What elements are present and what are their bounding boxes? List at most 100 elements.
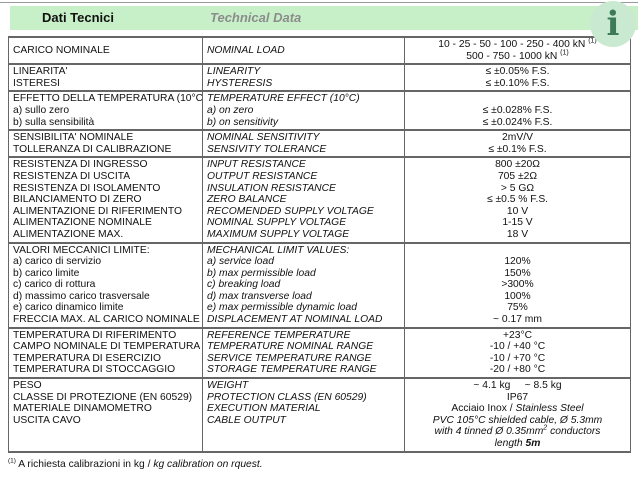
value-line: ~ 0.17 mm <box>493 314 542 326</box>
label-italian-line: a) carico di servizio <box>13 256 102 268</box>
label-italian-line: RESISTENZA DI INGRESSO <box>13 159 148 171</box>
value-line: PVC 105°C shielded cable, Ø 5.3mm <box>432 414 603 426</box>
label-english-line: SENSIVITY TOLERANCE <box>207 143 327 155</box>
value-cell: 2mV/V ≤ ±0.1% F.S. <box>404 129 631 159</box>
label-italian-line: c) carico di rottura <box>13 279 96 291</box>
label-english-line: CABLE OUTPUT <box>207 414 286 426</box>
label-italian-line: ALIMENTAZIONE MAX. <box>13 228 124 240</box>
value-cell: 800 ±20Ω 705 ±2Ω > 5 GΩ ≤ ±0.5 % F.S. 10 V 1-… <box>404 156 631 244</box>
label-english-line: WEIGHT <box>207 380 249 392</box>
label-italian-line: VALORI MECCANICI LIMITE: <box>13 244 150 256</box>
value-line: ≤ ±0.024% F.S. <box>482 116 553 128</box>
label-english-line: MAXIMUM SUPPLY VOLTAGE <box>207 228 350 240</box>
value-cell: 10 - 25 - 50 - 100 - 250 - 400 kN (1) 500… <box>404 35 631 66</box>
label-english-line: NOMINAL SUPPLY VOLTAGE <box>207 217 347 229</box>
label-english-line: a) on zero <box>207 104 254 116</box>
info-icon[interactable]: i <box>590 1 636 47</box>
value-line: ~ 4.1 kg ~ 8.5 kg <box>473 380 562 392</box>
footnote-text: (1) A richiesta calibrazioni in kg / kg … <box>8 457 263 470</box>
value-line: 120% <box>504 256 531 268</box>
label-english-line: NOMINAL SENSITIVITY <box>207 132 320 144</box>
label-english-cell: WEIGHT PROTECTION CLASS (EN 60529) EXECUTI… <box>202 377 405 453</box>
footnote: (1) A richiesta calibrazioni in kg / kg … <box>8 457 263 471</box>
label-italian-line: PESO <box>13 380 42 392</box>
info-icon-glyph: i <box>606 4 620 44</box>
value-line: 2mV/V <box>502 132 533 144</box>
label-italian-line: a) sullo zero <box>13 104 70 116</box>
label-english-line: OUTPUT RESISTANCE <box>207 170 318 182</box>
label-italian-line: TOLLERANZA DI CALIBRAZIONE <box>13 143 172 155</box>
label-italian-cell: VALORI MECCANICI LIMITE: a) carico di ser… <box>8 241 203 329</box>
table-group-row: SENSIBILITA' NOMINALE TOLLERANZA DI CALIB… <box>8 129 631 159</box>
value-cell: ~ 4.1 kg ~ 8.5 kg IP67 Acciaio Inox / Stai… <box>404 377 631 453</box>
table-group-row: TEMPERATURA DI RIFERIMENTO CAMPO NOMINALE… <box>8 326 631 380</box>
label-english-line: ZERO BALANCE <box>207 194 287 206</box>
label-english-cell: REFERENCE TEMPERATURE TEMPERATURE NOMINAL… <box>202 326 405 380</box>
value-line: 10 V <box>506 205 529 217</box>
label-italian-line: e) carico dinamico limite <box>13 302 124 314</box>
value-line: 18 V <box>506 228 529 240</box>
label-english-line: c) breaking load <box>207 279 281 291</box>
label-italian-cell: RESISTENZA DI INGRESSO RESISTENZA DI USCI… <box>8 156 203 244</box>
table-group-row: LINEARITA' ISTERESI LINEARITY HYSTERESIS ≤ ±… <box>8 63 631 93</box>
value-line: with 4 tinned Ø 0.35mm2 conductors <box>434 424 601 438</box>
value-line: +23°C <box>502 329 533 341</box>
label-english-line: LINEARITY <box>207 66 261 78</box>
label-english-cell: TEMPERATURE EFFECT (10°C) a) on zero b) on… <box>202 90 405 132</box>
label-english-cell: INPUT RESISTANCE OUTPUT RESISTANCE INSULAT… <box>202 156 405 244</box>
label-italian-line: CLASSE DI PROTEZIONE (EN 60529) <box>13 391 193 403</box>
value-line: Acciaio Inox / Stainless Steel <box>451 403 584 415</box>
label-italian-line: TEMPERATURA DI ESERCIZIO <box>13 352 161 364</box>
label-english-line: a) service load <box>207 256 274 268</box>
value-line: >300% <box>501 279 534 291</box>
label-english-line: MECHANICAL LIMIT VALUES: <box>207 244 350 256</box>
label-english-line: d) max transverse load <box>207 290 312 302</box>
label-english-cell: LINEARITY HYSTERESIS <box>202 63 405 93</box>
label-italian-line: b) sulla sensibilità <box>13 116 95 128</box>
label-italian-line: b) carico limite <box>13 267 80 279</box>
label-english-line: SERVICE TEMPERATURE RANGE <box>207 352 372 364</box>
value-line: 1-15 V <box>502 217 533 229</box>
value-line: > 5 GΩ <box>500 182 535 194</box>
value-cell: ≤ ±0.05% F.S. ≤ ±0.10% F.S. <box>404 63 631 93</box>
label-english-line: REFERENCE TEMPERATURE <box>207 329 351 341</box>
label-italian-line: d) massimo carico trasversale <box>13 290 150 302</box>
table-group-row: CARICO NOMINALE NOMINAL LOAD 10 - 25 - 50 … <box>8 35 631 66</box>
value-line: 10 - 25 - 50 - 100 - 250 - 400 kN (1) <box>438 37 597 50</box>
label-english-cell: NOMINAL LOAD <box>202 35 405 66</box>
value-line: 100% <box>504 290 531 302</box>
label-english-line: EXECUTION MATERIAL <box>207 403 321 415</box>
label-italian-line: TEMPERATURA DI RIFERIMENTO <box>13 329 177 341</box>
label-italian-line: LINEARITA' <box>13 66 68 78</box>
label-english-line: PROTECTION CLASS (EN 60529) <box>207 391 367 403</box>
label-italian-line: FRECCIA MAX. AL CARICO NOMINALE <box>13 314 200 326</box>
label-italian-line: USCITA CAVO <box>13 414 81 426</box>
value-line: ≤ ±0.10% F.S. <box>485 77 550 89</box>
label-italian-line: EFFETTO DELLA TEMPERATURA (10°C) <box>13 93 203 105</box>
table-group-row: EFFETTO DELLA TEMPERATURA (10°C) a) sullo… <box>8 90 631 132</box>
label-english-line: b) on sensitivity <box>207 116 278 128</box>
label-english-line: NOMINAL LOAD <box>207 44 285 56</box>
label-italian-line: CARICO NOMINALE <box>13 44 110 56</box>
label-italian-cell: LINEARITA' ISTERESI <box>8 63 203 93</box>
label-italian-line: CAMPO NOMINALE DI TEMPERATURA <box>13 341 201 353</box>
label-italian-line: RESISTENZA DI USCITA <box>13 170 131 182</box>
label-english-line: HYSTERESIS <box>207 77 273 89</box>
value-line: 150% <box>504 267 531 279</box>
label-italian-cell: CARICO NOMINALE <box>8 35 203 66</box>
page-title-italian: Dati Tecnici <box>42 10 115 25</box>
value-line: -20 / +80 °C <box>489 364 546 376</box>
value-line <box>409 93 626 105</box>
label-italian-line: MATERIALE DINAMOMETRO <box>13 403 152 415</box>
value-line: IP67 <box>506 391 529 403</box>
label-italian-line: TEMPERATURA DI STOCCAGGIO <box>13 364 176 376</box>
value-line: ≤ ±0.5 % F.S. <box>486 194 549 206</box>
top-divider-line <box>0 2 638 3</box>
label-english-line: b) max permissible load <box>207 267 316 279</box>
label-italian-line: RESISTENZA DI ISOLAMENTO <box>13 182 161 194</box>
label-italian-line: ALIMENTAZIONE DI RIFERIMENTO <box>13 205 182 217</box>
label-italian-cell: TEMPERATURA DI RIFERIMENTO CAMPO NOMINALE… <box>8 326 203 380</box>
label-english-line: TEMPERATURE NOMINAL RANGE <box>207 341 374 353</box>
value-cell: 120% 150% >300% 100% 75% ~ 0.17 mm <box>404 241 631 329</box>
label-english-line: STORAGE TEMPERATURE RANGE <box>207 364 377 376</box>
